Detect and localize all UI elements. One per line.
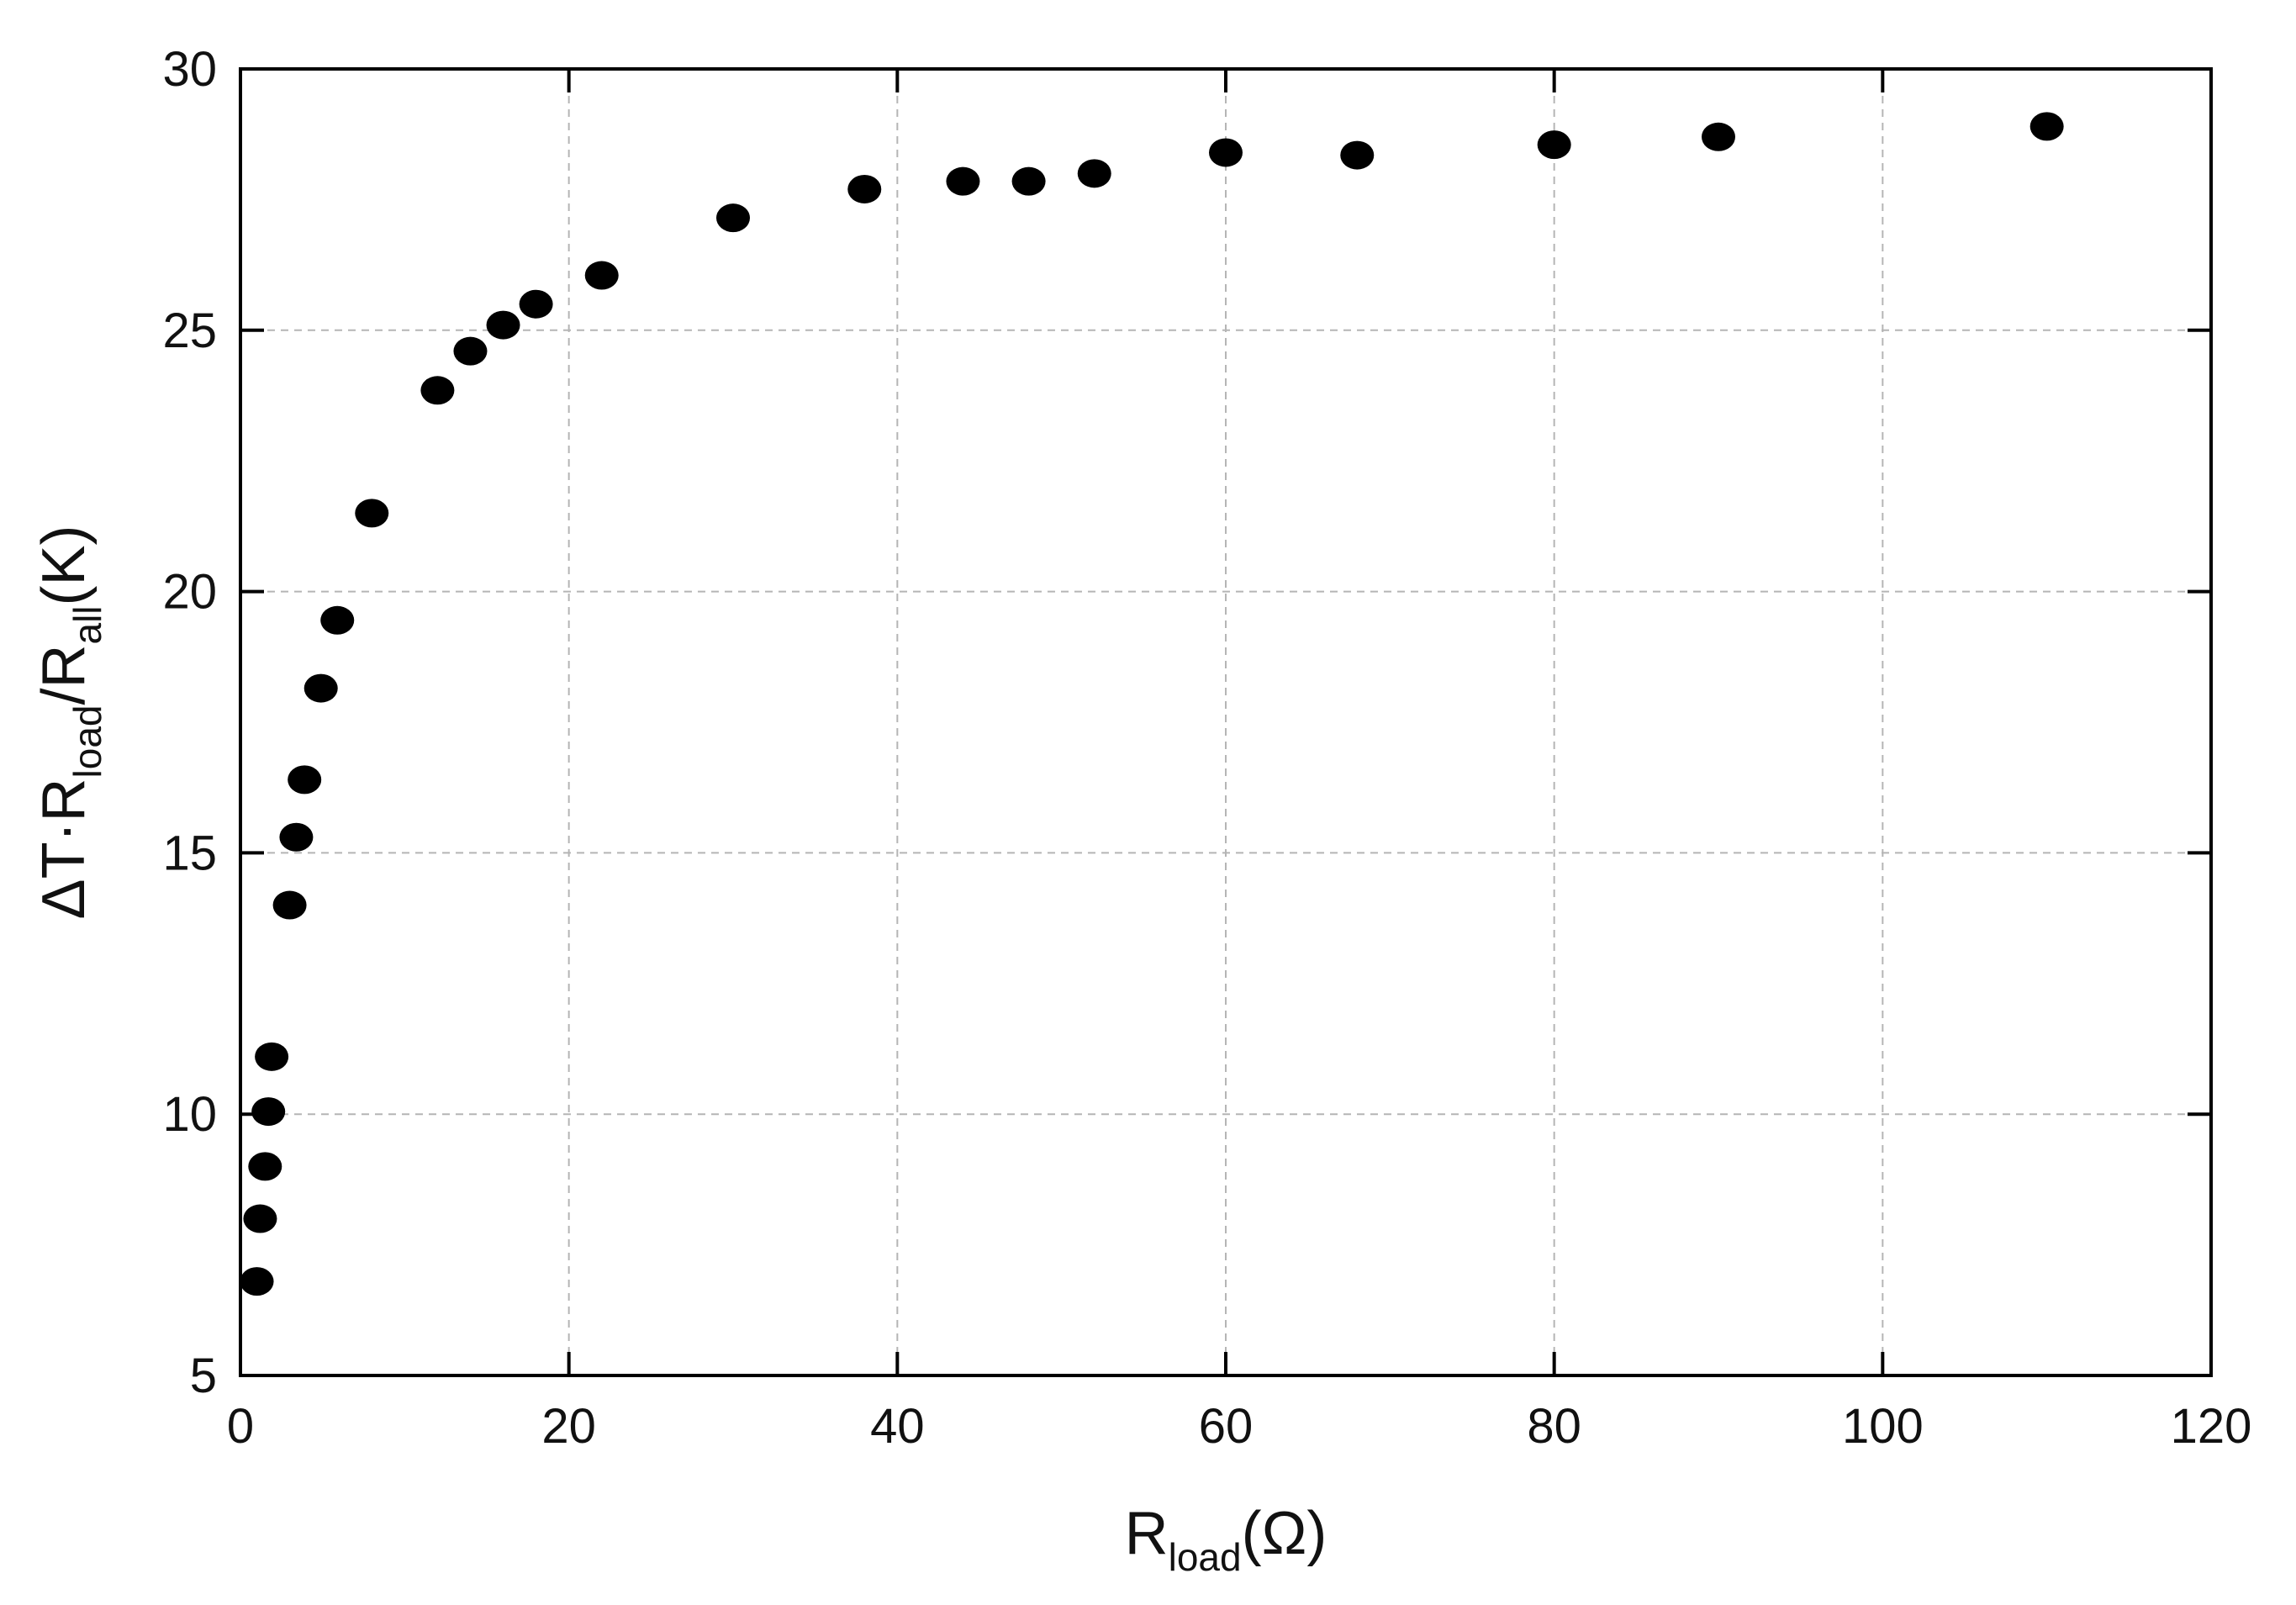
gridlines bbox=[240, 69, 2211, 1375]
data-point bbox=[420, 376, 455, 405]
data-point bbox=[243, 1204, 277, 1233]
data-point bbox=[716, 203, 750, 233]
y-axis-label-prefix: ΔT·R bbox=[30, 778, 98, 919]
data-point bbox=[248, 1152, 282, 1181]
data-point bbox=[288, 765, 322, 795]
data-point bbox=[847, 174, 882, 203]
data-point bbox=[320, 605, 355, 635]
x-tick-label: 20 bbox=[541, 1399, 596, 1454]
y-tick-label: 25 bbox=[162, 304, 217, 358]
y-tick-label: 15 bbox=[162, 826, 217, 880]
y-tick-label: 30 bbox=[162, 42, 217, 97]
data-point bbox=[240, 1267, 274, 1296]
data-point bbox=[272, 890, 307, 920]
data-point bbox=[1209, 138, 1243, 167]
y-tick-labels: 5 10 15 20 25 30 bbox=[162, 42, 217, 1403]
data-point bbox=[303, 673, 338, 703]
y-axis-label-mid: /R bbox=[30, 645, 98, 705]
x-axis-label-main: R bbox=[1125, 1500, 1169, 1567]
data-point bbox=[1702, 122, 1735, 151]
x-tick-label: 80 bbox=[1527, 1399, 1581, 1454]
data-point bbox=[2029, 112, 2064, 141]
data-point bbox=[946, 166, 980, 196]
x-axis-label: Rload(Ω) bbox=[1125, 1500, 1327, 1579]
data-point bbox=[355, 499, 389, 528]
x-tick-label: 60 bbox=[1199, 1399, 1254, 1454]
y-axis-label-sub2: all bbox=[66, 605, 109, 644]
x-axis-label-sub: load bbox=[1169, 1535, 1242, 1579]
data-point bbox=[519, 289, 553, 319]
data-point bbox=[1340, 140, 1375, 170]
y-axis-label: ΔT·Rload/Rall(K) bbox=[30, 525, 109, 919]
x-tick-label: 120 bbox=[2171, 1399, 2252, 1454]
plot-frame bbox=[239, 67, 2213, 1377]
data-point bbox=[1077, 159, 1111, 188]
y-axis-label-tail: (K) bbox=[30, 525, 98, 605]
data-point bbox=[584, 261, 619, 290]
data-point bbox=[1011, 166, 1046, 196]
data-point bbox=[453, 336, 488, 366]
x-tick-label: 100 bbox=[1842, 1399, 1924, 1454]
data-points bbox=[240, 112, 2064, 1296]
y-tick-label: 20 bbox=[162, 565, 217, 620]
y-axis-label-sub1: load bbox=[66, 705, 109, 779]
x-tick-label: 0 bbox=[227, 1399, 254, 1454]
data-point bbox=[255, 1042, 289, 1071]
x-tick-labels: 0 20 40 60 80 100 120 bbox=[227, 1399, 2252, 1454]
data-point bbox=[279, 822, 314, 852]
data-point bbox=[251, 1097, 286, 1127]
data-point bbox=[486, 310, 520, 340]
y-tick-label: 5 bbox=[190, 1349, 217, 1403]
y-tick-label: 10 bbox=[162, 1087, 217, 1142]
x-tick-label: 40 bbox=[870, 1399, 925, 1454]
data-point bbox=[1537, 130, 1571, 160]
x-axis-label-tail: (Ω) bbox=[1242, 1500, 1327, 1567]
